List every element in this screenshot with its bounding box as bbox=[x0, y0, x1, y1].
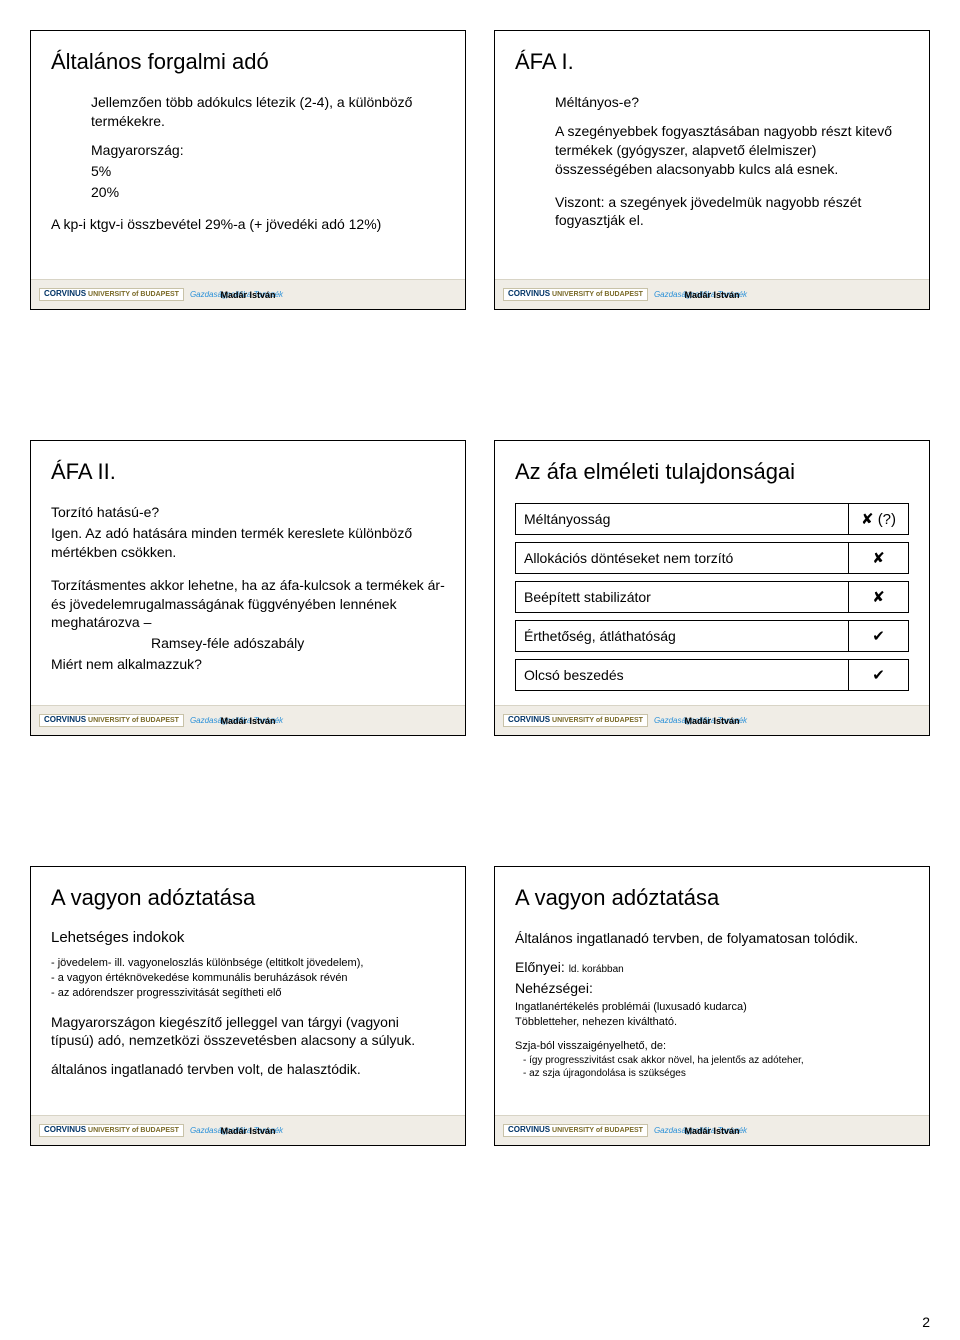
slide-afa-2: ÁFA II. Torzító hatású-e? Igen. Az adó h… bbox=[30, 440, 466, 736]
prop-label: Érthetőség, átláthatóság bbox=[516, 621, 849, 652]
table-row: Olcsó beszedés ✔ bbox=[516, 660, 909, 691]
slide-footer: CORVINUS UNIVERSITY of BUDAPEST Gazdaság… bbox=[495, 279, 929, 309]
slide-title: A vagyon adóztatása bbox=[51, 885, 445, 911]
body-text: Igen. Az adó hatására minden termék kere… bbox=[51, 524, 445, 562]
body-text: A kp-i ktgv-i összbevétel 29%-a (+ jöved… bbox=[51, 215, 445, 234]
body-text: Magyarországon kiegészítő jelleggel van … bbox=[51, 1013, 445, 1051]
university-logo: CORVINUS UNIVERSITY of BUDAPEST bbox=[39, 714, 184, 726]
slide-afa-general: Általános forgalmi adó Jellemzően több a… bbox=[30, 30, 466, 310]
author-label: Madár István bbox=[220, 290, 275, 300]
table-row: Beépített stabilizátor ✘ bbox=[516, 582, 909, 613]
properties-table: Méltányosság ✘ (?) Allokációs döntéseket… bbox=[515, 503, 909, 691]
slide-title: Általános forgalmi adó bbox=[51, 49, 445, 75]
bullet: - az szja újragondolása is szükséges bbox=[515, 1067, 909, 1080]
slide-title: ÁFA I. bbox=[515, 49, 909, 75]
university-logo: CORVINUS UNIVERSITY of BUDAPEST bbox=[39, 1124, 184, 1136]
slide-subtitle: Lehetséges indokok bbox=[51, 929, 445, 946]
slide-title: ÁFA II. bbox=[51, 459, 445, 485]
slide-title: Az áfa elméleti tulajdonságai bbox=[515, 459, 909, 485]
prop-label: Méltányosság bbox=[516, 504, 849, 535]
body-text: Jellemzően több adókulcs létezik (2-4), … bbox=[91, 93, 445, 131]
slide-afa-1: ÁFA I. Méltányos-e? A szegényebbek fogya… bbox=[494, 30, 930, 310]
slide-footer: CORVINUS UNIVERSITY of BUDAPEST Gazdaság… bbox=[495, 705, 929, 735]
table-row: Méltányosság ✘ (?) bbox=[516, 504, 909, 535]
university-logo: CORVINUS UNIVERSITY of BUDAPEST bbox=[503, 714, 648, 726]
bullet: - az adórendszer progresszivitását segít… bbox=[51, 986, 445, 1001]
author-label: Madár István bbox=[220, 716, 275, 726]
body-text: Torzításmentes akkor lehetne, ha az áfa-… bbox=[51, 576, 445, 633]
author-label: Madár István bbox=[684, 716, 739, 726]
slide-grid: Általános forgalmi adó Jellemzően több a… bbox=[30, 30, 930, 1146]
slide-footer: CORVINUS UNIVERSITY of BUDAPEST Gazdaság… bbox=[495, 1115, 929, 1145]
table-row: Allokációs döntéseket nem torzító ✘ bbox=[516, 543, 909, 574]
prop-label: Beépített stabilizátor bbox=[516, 582, 849, 613]
prop-label: Allokációs döntéseket nem torzító bbox=[516, 543, 849, 574]
prop-mark: ✘ bbox=[849, 543, 909, 574]
body-text: 5% bbox=[91, 162, 445, 181]
body-text: 20% bbox=[91, 183, 445, 202]
slide-title: A vagyon adóztatása bbox=[515, 885, 909, 911]
prop-mark: ✘ (?) bbox=[849, 504, 909, 535]
body-text: Méltányos-e? bbox=[555, 93, 909, 112]
bullet: - így progresszivitást csak akkor növel,… bbox=[515, 1054, 909, 1067]
bullet: - a vagyon értéknövekedése kommunális be… bbox=[51, 971, 445, 986]
body-text: Ramsey-féle adószabály bbox=[51, 634, 445, 653]
body-text: Torzító hatású-e? bbox=[51, 503, 445, 522]
author-label: Madár István bbox=[684, 290, 739, 300]
page-number: 2 bbox=[922, 1314, 930, 1330]
slide-wealth-tax-1: A vagyon adóztatása Lehetséges indokok -… bbox=[30, 866, 466, 1146]
body-text: A szegényebbek fogyasztásában nagyobb ré… bbox=[555, 122, 909, 179]
bullet: - jövedelem- ill. vagyoneloszlás különbs… bbox=[51, 956, 445, 971]
body-text: Általános ingatlanadó tervben, de folyam… bbox=[515, 929, 909, 948]
university-logo: CORVINUS UNIVERSITY of BUDAPEST bbox=[503, 1124, 648, 1136]
body-text: Nehézségei: bbox=[515, 979, 909, 998]
table-row: Érthetőség, átláthatóság ✔ bbox=[516, 621, 909, 652]
slide-afa-properties: Az áfa elméleti tulajdonságai Méltányoss… bbox=[494, 440, 930, 736]
prop-mark: ✔ bbox=[849, 621, 909, 652]
prop-label: Olcsó beszedés bbox=[516, 660, 849, 691]
body-text: Magyarország: bbox=[91, 141, 445, 160]
slide-footer: CORVINUS UNIVERSITY of BUDAPEST Gazdaság… bbox=[31, 279, 465, 309]
slide-wealth-tax-2: A vagyon adóztatása Általános ingatlanad… bbox=[494, 866, 930, 1146]
university-logo: CORVINUS UNIVERSITY of BUDAPEST bbox=[503, 288, 648, 300]
author-label: Madár István bbox=[220, 1126, 275, 1136]
slide-footer: CORVINUS UNIVERSITY of BUDAPEST Gazdaság… bbox=[31, 1115, 465, 1145]
prop-mark: ✘ bbox=[849, 582, 909, 613]
body-text: Viszont: a szegények jövedelmük nagyobb … bbox=[555, 193, 909, 231]
author-label: Madár István bbox=[684, 1126, 739, 1136]
body-text: Miért nem alkalmazzuk? bbox=[51, 655, 445, 674]
body-text: Ingatlanértékelés problémái (luxusadó ku… bbox=[515, 1000, 909, 1015]
body-text: Szja-ból visszaigényelhető, de: bbox=[515, 1039, 909, 1054]
body-text: Előnyei: ld. korábban bbox=[515, 958, 909, 977]
body-text: Többletteher, nehezen kiváltható. bbox=[515, 1015, 909, 1030]
prop-mark: ✔ bbox=[849, 660, 909, 691]
body-text: általános ingatlanadó tervben volt, de h… bbox=[51, 1060, 445, 1079]
university-logo: CORVINUS UNIVERSITY of BUDAPEST bbox=[39, 288, 184, 300]
slide-footer: CORVINUS UNIVERSITY of BUDAPEST Gazdaság… bbox=[31, 705, 465, 735]
